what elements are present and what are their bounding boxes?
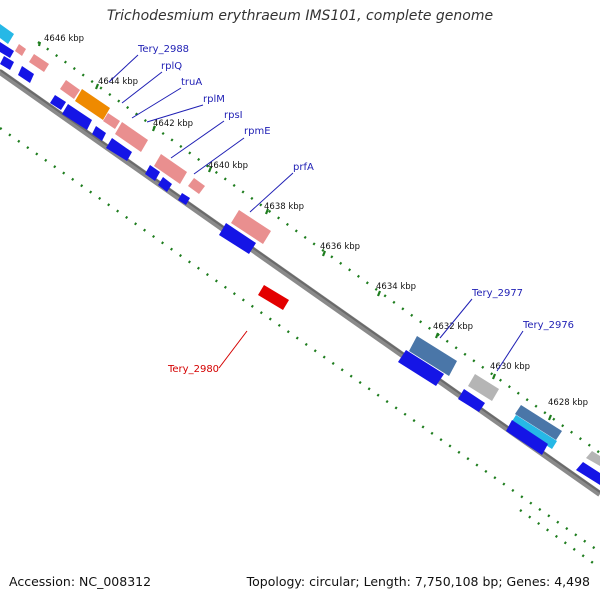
gene-arrow[interactable]: [506, 420, 548, 455]
topology-text: Topology: circular; Length: 7,750,108 bp…: [246, 574, 590, 589]
callout-line-red: [218, 330, 248, 369]
gene-feature-cyan[interactable]: [511, 415, 557, 449]
gene-label[interactable]: Tery_2976: [522, 320, 574, 331]
gene-arrow[interactable]: [18, 66, 34, 83]
kbp-label: 4638 kbp: [264, 202, 304, 212]
gene-arrow[interactable]: [145, 165, 160, 181]
callout-line: [170, 120, 225, 159]
kbp-tick: [37, 41, 42, 47]
kbp-label: 4640 kbp: [208, 161, 248, 171]
gene-feature-gray[interactable]: [468, 374, 499, 401]
gene-arrow[interactable]: [50, 95, 66, 110]
outer-tick-track: [37, 41, 600, 454]
kbp-tick: [376, 290, 382, 297]
gene-feature-pink[interactable]: [60, 80, 80, 99]
map-title: Trichodesmium erythraeum IMS101, complet…: [106, 8, 494, 24]
gene-arrow[interactable]: [62, 104, 92, 130]
gene-feature-pink[interactable]: [188, 178, 205, 194]
gene-feature-gray[interactable]: [586, 451, 600, 466]
gene-arrow[interactable]: [0, 56, 14, 70]
gene-feature-red[interactable]: [258, 285, 289, 310]
kbp-label: 4634 kbp: [376, 282, 416, 292]
gene-arrow[interactable]: [158, 177, 172, 192]
gene-arrow[interactable]: [219, 223, 256, 254]
callout-line: [108, 54, 139, 83]
accession-text: Accession: NC_008312: [9, 574, 152, 589]
gene-feature-cyan[interactable]: [0, 24, 14, 44]
kbp-tick: [264, 208, 270, 215]
kbp-tick: [547, 414, 553, 421]
kbp-tick: [434, 332, 440, 339]
inner-tick-track: [0, 127, 600, 553]
gene-arrow[interactable]: [106, 138, 132, 161]
kbp-major-ticks: [37, 41, 553, 421]
gene-features-outer[interactable]: [0, 24, 600, 466]
highlighted-gene-label[interactable]: Tery_2980: [167, 364, 219, 375]
kbp-tick: [321, 250, 327, 257]
gene-arrow[interactable]: [458, 389, 485, 412]
gene-feature-pink[interactable]: [15, 44, 26, 56]
callout-line: [439, 298, 473, 339]
kbp-label: 4636 kbp: [320, 242, 360, 252]
gene-label[interactable]: prfA: [293, 162, 314, 173]
gene-arrows-inner[interactable]: [0, 42, 600, 485]
gene-feature-steelblue[interactable]: [409, 336, 457, 376]
callout-line: [193, 137, 245, 175]
kbp-label: 4630 kbp: [490, 362, 530, 372]
gene-label[interactable]: Tery_2988: [137, 44, 189, 55]
kbp-tick: [207, 166, 213, 173]
kbp-label: 4644 kbp: [98, 77, 138, 87]
genome-backbone-highlight: [0, 69, 600, 493]
gene-arrow[interactable]: [0, 42, 14, 58]
gene-feature-pink[interactable]: [154, 154, 187, 184]
inner-tick-track-right: [519, 509, 600, 569]
gene-label[interactable]: truA: [181, 77, 202, 88]
callout-line: [121, 71, 163, 104]
gene-feature-orange[interactable]: [75, 89, 110, 120]
gene-arrow[interactable]: [398, 350, 444, 386]
gene-label[interactable]: rplQ: [161, 61, 182, 72]
gene-feature-pink[interactable]: [103, 113, 120, 129]
gene-arrow[interactable]: [92, 126, 106, 141]
kbp-label: 4642 kbp: [153, 119, 193, 129]
gene-feature-pink[interactable]: [29, 54, 49, 72]
callout-line: [146, 104, 204, 123]
callout-line: [249, 172, 294, 213]
gene-label[interactable]: Tery_2977: [471, 288, 523, 299]
kbp-label: 4632 kbp: [433, 322, 473, 332]
kbp-label: 4628 kbp: [548, 398, 588, 408]
gene-feature-pink[interactable]: [115, 122, 148, 152]
gene-label[interactable]: rpmE: [244, 126, 271, 137]
gene-feature-steelblue[interactable]: [515, 405, 562, 440]
kbp-tick: [94, 83, 100, 90]
kbp-label: 4646 kbp: [44, 34, 84, 44]
callout-line: [131, 87, 182, 119]
gene-label[interactable]: rpsI: [224, 110, 243, 121]
gene-arrow[interactable]: [178, 193, 190, 205]
kbp-tick: [151, 125, 157, 132]
gene-callout-lines: [108, 54, 524, 372]
gene-feature-pink[interactable]: [231, 210, 271, 244]
genome-backbone: [0, 69, 600, 497]
kbp-tick: [491, 373, 497, 380]
gene-label[interactable]: rplM: [203, 94, 225, 105]
callout-line: [496, 330, 524, 372]
gene-arrow[interactable]: [576, 462, 600, 485]
